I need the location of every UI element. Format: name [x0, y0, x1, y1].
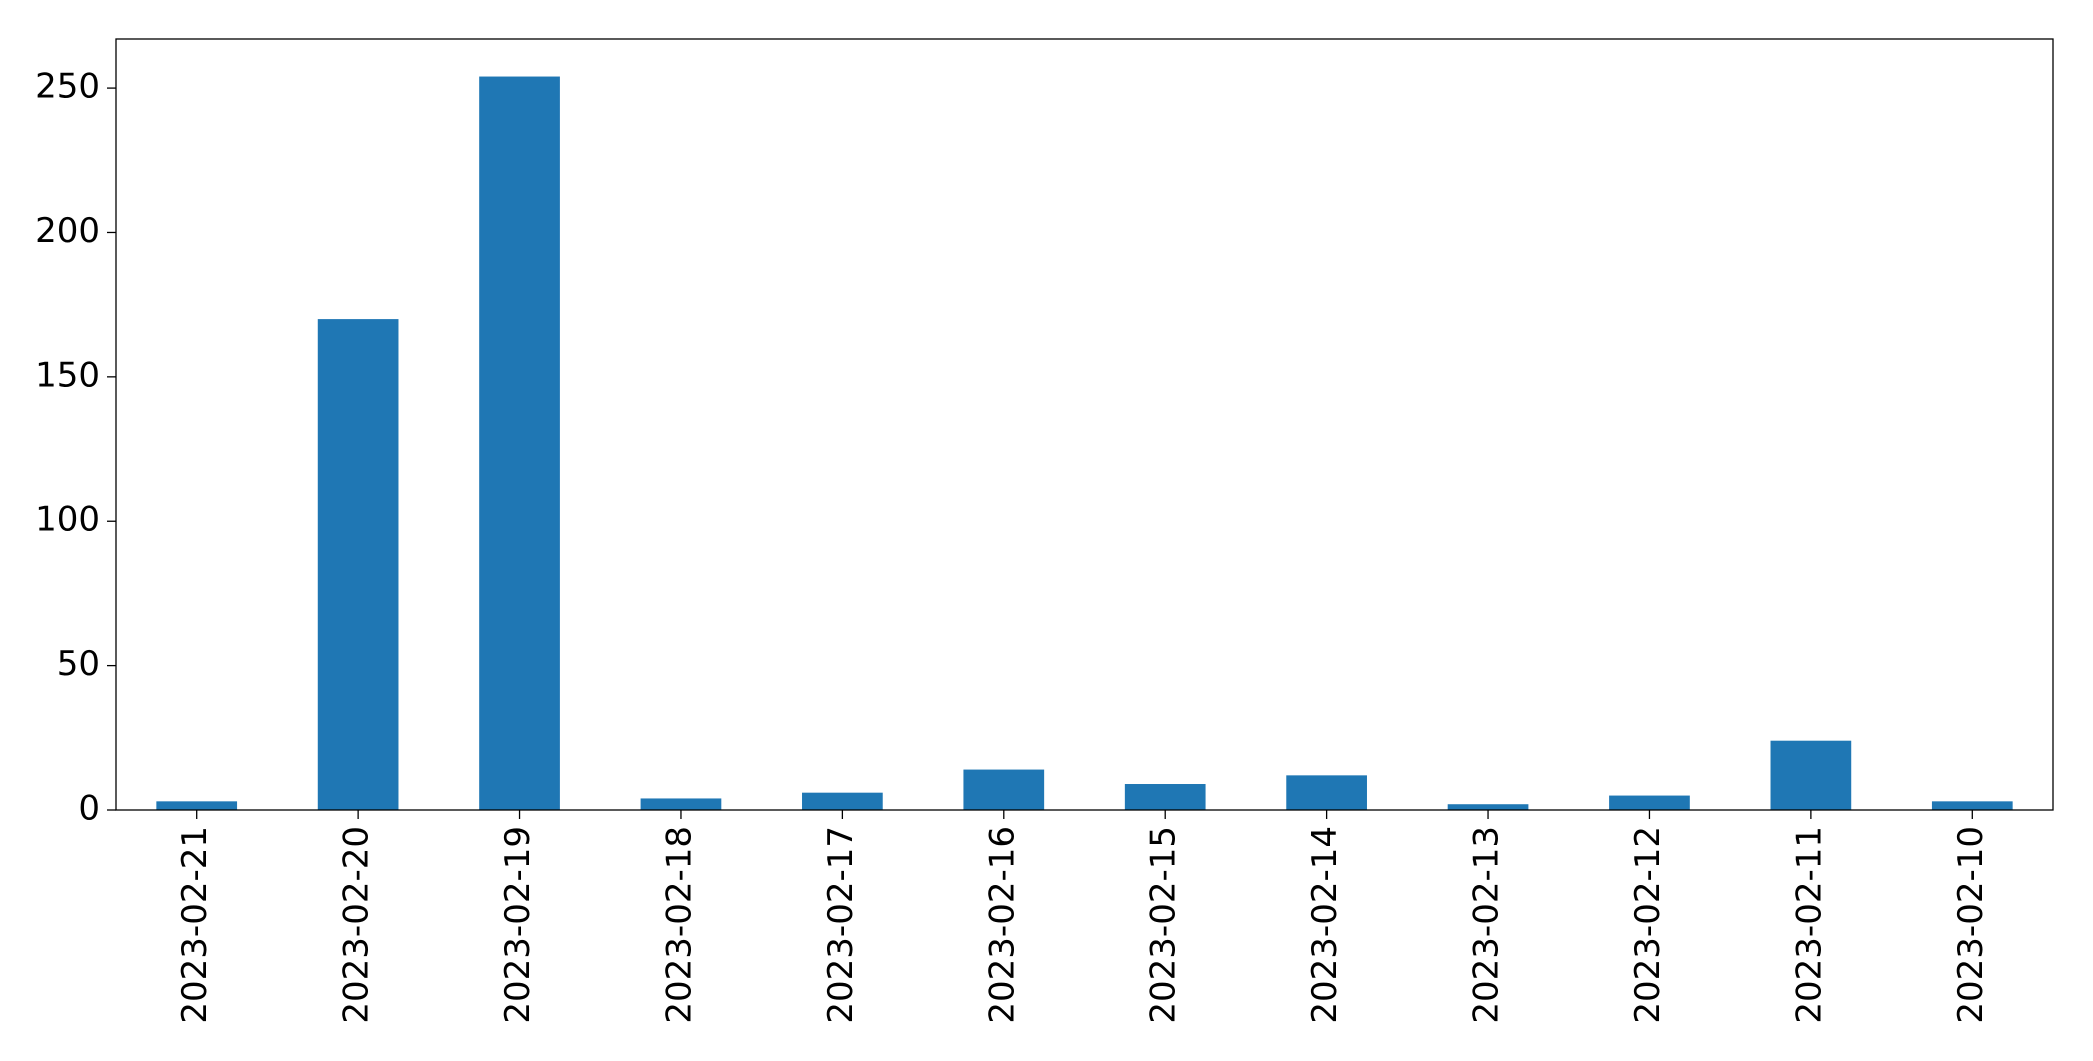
x-tick-label: 2023-02-13 [1467, 826, 1507, 1024]
x-tick-label: 2023-02-20 [337, 826, 377, 1024]
bar [640, 798, 722, 810]
bar [1931, 801, 2013, 810]
x-tick-label: 2023-02-14 [1305, 826, 1345, 1024]
bar [1770, 740, 1852, 810]
bar [317, 319, 399, 810]
bar [1447, 804, 1529, 810]
bar [479, 76, 560, 811]
y-tick-label: 150 [35, 355, 100, 395]
x-tick-label: 2023-02-21 [175, 826, 215, 1024]
bar [1609, 795, 1690, 810]
y-tick-label: 0 [78, 789, 100, 829]
bar [802, 792, 883, 810]
x-tick-label: 2023-02-19 [498, 826, 538, 1024]
bar [156, 801, 238, 810]
x-tick-label: 2023-02-18 [659, 826, 699, 1024]
y-tick-label: 100 [35, 500, 100, 540]
y-tick-label: 250 [35, 67, 100, 107]
x-tick-label: 2023-02-12 [1628, 826, 1668, 1024]
x-tick-label: 2023-02-16 [982, 826, 1022, 1024]
bar [1286, 775, 1367, 810]
x-tick-label: 2023-02-15 [1144, 826, 1184, 1024]
bar [963, 769, 1045, 810]
bar [1124, 784, 1206, 810]
y-tick-label: 200 [35, 211, 100, 251]
x-tick-label: 2023-02-11 [1789, 826, 1829, 1024]
y-tick-label: 50 [57, 644, 100, 684]
x-tick-label: 2023-02-10 [1951, 826, 1991, 1024]
x-tick-label: 2023-02-17 [821, 826, 861, 1024]
axes-frame [115, 38, 2054, 811]
